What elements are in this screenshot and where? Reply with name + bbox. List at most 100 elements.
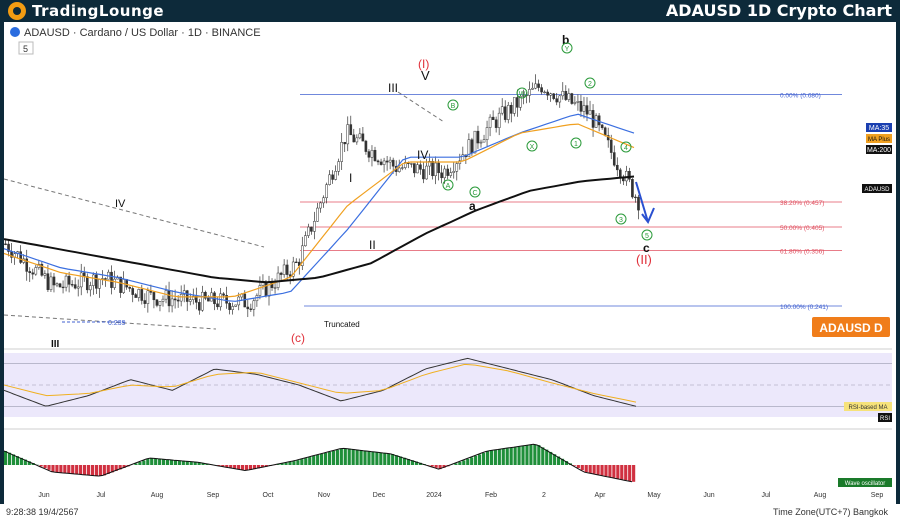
oscillator-bar — [414, 461, 418, 465]
symbol-description: ADAUSD · Cardano / US Dollar · 1D · BINA… — [24, 27, 261, 39]
trendline-wave — [397, 91, 445, 123]
candle — [182, 290, 186, 295]
oscillator-bar — [537, 445, 541, 465]
candle — [337, 161, 340, 172]
candle — [470, 139, 474, 154]
oscillator-bar — [418, 462, 422, 465]
candle — [325, 184, 328, 199]
candle — [413, 163, 416, 174]
price-candles — [4, 74, 640, 318]
oscillator-bar — [15, 456, 20, 465]
oscillator-bar — [628, 465, 632, 481]
wave-iii: III — [388, 81, 398, 95]
candle — [434, 162, 437, 177]
oscillator-bar — [197, 462, 201, 465]
candle — [609, 139, 613, 153]
svg-text:W: W — [519, 91, 526, 98]
candle — [585, 105, 589, 115]
oscillator-bar — [252, 465, 257, 470]
candle — [564, 91, 568, 100]
page-title: ADAUSD 1D Crypto Chart — [665, 1, 892, 20]
oscillator-bar — [217, 465, 221, 466]
candle — [301, 245, 304, 266]
chart-svg[interactable]: ADAUSD · Cardano / US Dollar · 1D · BINA… — [3, 22, 896, 510]
oscillator-bar — [86, 465, 91, 476]
candle — [516, 97, 519, 108]
candle — [207, 298, 210, 302]
oscillator-bar — [296, 460, 300, 465]
candle — [291, 261, 295, 277]
svg-text:MA Plus: MA Plus — [868, 137, 890, 143]
tag-rsi: RSI — [878, 413, 892, 422]
candle — [452, 171, 456, 173]
candle — [349, 124, 353, 136]
candle — [58, 283, 62, 288]
candle — [43, 273, 47, 276]
oscillator-bar — [521, 446, 525, 465]
candle — [246, 306, 250, 310]
candle — [473, 130, 477, 154]
candle — [594, 115, 598, 128]
x-tick-label: Jul — [97, 492, 106, 499]
x-tick-label: Oct — [263, 492, 274, 499]
circle-label-5: 5 — [641, 229, 653, 241]
oscillator-bar — [553, 454, 557, 465]
candle — [40, 263, 44, 276]
svg-text:2: 2 — [588, 81, 592, 88]
projection-arrow-icon — [635, 181, 655, 224]
wave-i-red: (I) — [418, 57, 429, 71]
candle — [313, 221, 316, 232]
oscillator-bar — [43, 465, 47, 469]
x-tick-label: Nov — [318, 492, 331, 499]
oscillator-bar — [280, 463, 284, 465]
candle — [225, 295, 228, 304]
candle — [234, 304, 237, 307]
oscillator-bar — [102, 465, 106, 476]
oscillator-bar — [59, 465, 63, 473]
candle — [443, 168, 446, 179]
wave-c-small: c — [643, 241, 650, 255]
oscillator-bar — [371, 451, 375, 465]
candle — [555, 98, 559, 103]
symbol-count-box[interactable] — [18, 41, 34, 55]
fib-label: 38.20% (0.457) — [780, 200, 824, 207]
candle — [634, 196, 637, 199]
oscillator-bar — [300, 459, 304, 465]
oscillator-bar — [509, 447, 513, 465]
chart-area[interactable]: ADAUSD · Cardano / US Dollar · 1D · BINA… — [3, 22, 896, 510]
ma-plus-line — [3, 123, 635, 298]
oscillator-bar — [517, 446, 521, 465]
oscillator-bar — [134, 463, 138, 465]
wave-iv: IV — [417, 148, 428, 162]
candle — [95, 274, 98, 289]
candle — [403, 162, 407, 168]
candle — [231, 306, 234, 310]
candle — [388, 159, 392, 163]
oscillator-bar — [327, 451, 332, 465]
oscillator-bar — [146, 459, 150, 465]
time-axis: Jun Jul Aug Sep Oct Nov Dec 2024 Feb 2 Apr May Jun Ju… — [38, 492, 883, 499]
candle — [310, 226, 313, 232]
oscillator-bar — [363, 450, 367, 465]
oscillator-bar — [501, 448, 505, 465]
candle — [176, 299, 180, 302]
candle — [319, 202, 322, 209]
oscillator-bar — [284, 462, 288, 465]
candle — [7, 243, 10, 252]
svg-text:1: 1 — [574, 141, 578, 148]
svg-text:X: X — [530, 144, 535, 151]
oscillator-line — [3, 443, 633, 483]
oscillator-bar — [485, 451, 490, 465]
oscillator-bar — [185, 461, 189, 465]
candle — [304, 235, 307, 247]
candle — [143, 300, 147, 304]
svg-text:RSI: RSI — [880, 416, 890, 422]
candle — [31, 272, 35, 275]
candle — [89, 285, 92, 291]
fib-label: 61.80% (0.356) — [780, 249, 824, 256]
oscillator-bar — [430, 465, 434, 467]
oscillator-bar — [497, 449, 501, 465]
timezone-label[interactable]: Time Zone(UTC+7) Bangkok — [773, 507, 888, 517]
oscillator-bar — [620, 465, 624, 480]
